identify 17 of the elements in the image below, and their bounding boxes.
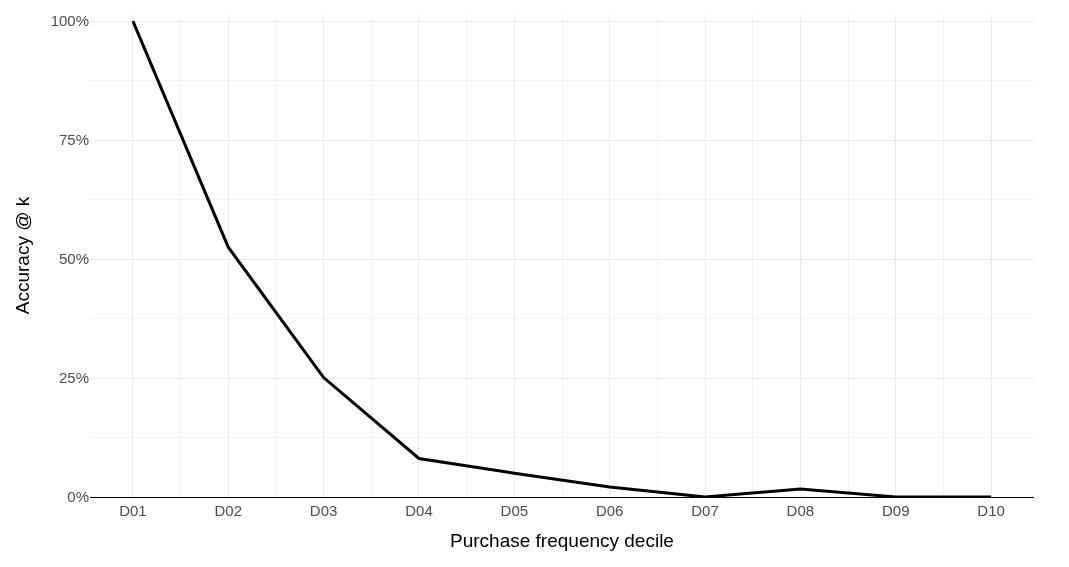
x-tick-label: D10 <box>977 502 1005 520</box>
x-tick-label: D03 <box>309 502 338 520</box>
x-tick-label: D07 <box>691 502 719 520</box>
y-axis-title: Accuracy @ k <box>12 196 34 315</box>
y-tick-label: 0% <box>67 488 89 506</box>
x-tick-label: D04 <box>405 502 433 520</box>
x-tick-label: D02 <box>214 502 243 520</box>
y-tick-label: 75% <box>58 131 89 149</box>
x-tick-label: D09 <box>881 502 910 520</box>
x-tick-label: D05 <box>500 502 529 520</box>
x-axis-title: Purchase frequency decile <box>450 529 674 551</box>
y-tick-label: 50% <box>58 250 89 268</box>
y-tick-label: 100% <box>50 12 89 30</box>
x-tick-label: D08 <box>786 502 815 520</box>
x-tick-label: D06 <box>595 502 624 520</box>
x-tick-label: D01 <box>119 502 147 520</box>
y-tick-label: 25% <box>58 369 89 387</box>
